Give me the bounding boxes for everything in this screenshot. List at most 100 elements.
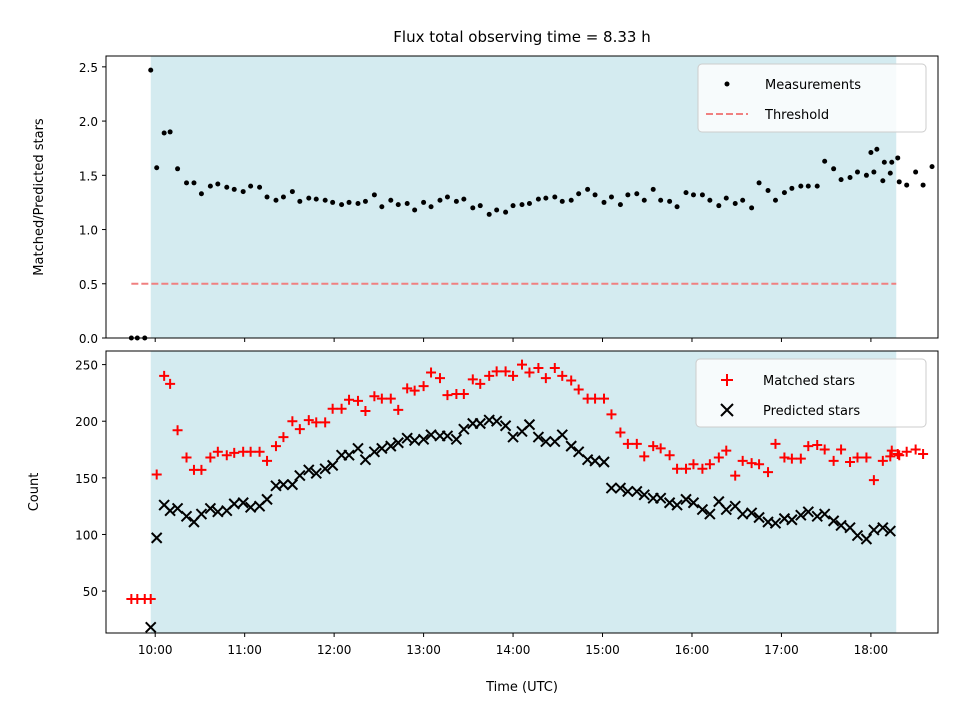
measurements-point — [371, 192, 377, 198]
measurements-point — [535, 196, 541, 202]
matched-stars-point — [418, 381, 429, 392]
matched-stars-point — [819, 444, 830, 455]
predicted-stars-point — [614, 482, 627, 494]
predicted-stars-point — [352, 442, 364, 455]
predicted-stars-point — [663, 497, 676, 509]
matched-stars-point — [648, 441, 659, 452]
matched-stars-point — [533, 362, 544, 373]
measurements-point — [280, 194, 286, 200]
matched-stars-point — [573, 384, 584, 395]
predicted-stars-point — [376, 442, 388, 455]
matched-stars-point — [311, 417, 322, 428]
matched-stars-point — [402, 383, 413, 394]
predicted-stars-point — [343, 449, 355, 461]
predicted-stars-point — [499, 420, 512, 432]
predicted-stars-point — [425, 429, 437, 441]
predicted-stars-point — [150, 532, 163, 544]
y-tick-label: 2.5 — [79, 61, 98, 75]
predicted-stars-point — [818, 508, 831, 520]
predicted-stars-point — [212, 506, 224, 518]
measurements-point — [674, 204, 680, 210]
matched-stars-point — [205, 452, 216, 463]
predicted-stars-point — [507, 431, 519, 443]
x-tick-label: 14:00 — [496, 643, 531, 657]
predicted-stars-point — [303, 464, 315, 476]
x-tick-label: 10:00 — [138, 643, 173, 657]
measurements-point — [161, 130, 167, 136]
measurements-point — [322, 197, 328, 203]
predicted-stars-point — [638, 489, 650, 501]
measurements-point — [683, 190, 689, 196]
matched-stars-point — [262, 455, 273, 466]
measurements-point — [889, 159, 895, 165]
y-tick-label: 1.5 — [79, 169, 98, 183]
measurements-point — [526, 201, 532, 207]
predicted-stars-point — [540, 435, 552, 448]
matched-stars-point — [615, 427, 626, 438]
predicted-stars-point — [769, 517, 782, 529]
matched-stars-point — [877, 455, 888, 466]
measurements-point — [690, 192, 696, 198]
measurements-point — [470, 205, 476, 211]
measurements-point — [273, 197, 279, 203]
matched-stars-point — [549, 362, 560, 373]
measurements-point — [716, 203, 722, 209]
measurements-point — [362, 198, 368, 204]
predicted-stars-point — [696, 503, 709, 516]
measurements-point — [175, 166, 181, 172]
matched-stars-point — [918, 449, 929, 460]
measurements-point — [494, 207, 500, 213]
matched-stars-point — [910, 444, 921, 455]
matched-stars-point — [786, 453, 797, 464]
matched-stars-point — [159, 370, 170, 381]
measurements-point — [444, 194, 450, 200]
measurements-point — [765, 187, 771, 193]
matched-stars-point — [901, 446, 912, 457]
predicted-stars-point — [671, 499, 683, 511]
predicted-stars-point — [310, 467, 322, 480]
predicted-stars-point — [180, 510, 193, 523]
measurements-point — [874, 146, 880, 152]
predicted-stars-point — [589, 455, 601, 467]
measurements-point — [608, 194, 614, 200]
measurements-point — [207, 183, 213, 189]
measurements-point — [191, 180, 197, 186]
measurements-point — [641, 197, 647, 203]
matched-stars-point — [151, 469, 162, 480]
measurements-point — [330, 199, 336, 205]
measurements-point — [453, 198, 459, 204]
measurements-point — [477, 203, 483, 209]
matched-stars-point — [803, 441, 814, 452]
matched-stars-point — [763, 467, 774, 478]
matched-stars-point — [713, 452, 724, 463]
matched-stars-point — [278, 432, 289, 443]
measurements-point — [428, 204, 434, 210]
measurements-point — [339, 202, 345, 208]
matched-stars-point — [181, 452, 192, 463]
legend-marker-predicted-stars — [720, 403, 734, 417]
measurements-point — [831, 166, 837, 172]
matched-stars-point — [664, 450, 675, 461]
predicted-stars-point — [745, 507, 758, 519]
predicted-stars-point — [572, 446, 585, 458]
matched-stars-point — [721, 445, 732, 456]
legend-marker-measurements — [724, 81, 730, 87]
matched-stars-point — [360, 406, 371, 417]
axes-frame — [105, 55, 939, 339]
predicted-stars-point — [286, 478, 299, 491]
measurements-point — [552, 194, 558, 200]
legend-label-threshold: Threshold — [764, 108, 829, 123]
predicted-stars-point — [195, 508, 208, 520]
matched-stars-point — [599, 393, 610, 404]
measurements-point — [346, 199, 352, 205]
predicted-stars-point — [795, 509, 807, 521]
measurements-point — [658, 197, 664, 203]
predicted-stars-point — [171, 502, 184, 515]
y-tick-label: 50 — [83, 585, 98, 599]
y-tick-label: 100 — [75, 528, 98, 542]
predicted-stars-point — [720, 503, 732, 516]
matched-stars-point — [730, 470, 741, 481]
measurements-point — [847, 174, 853, 180]
measurements-point — [576, 191, 582, 197]
